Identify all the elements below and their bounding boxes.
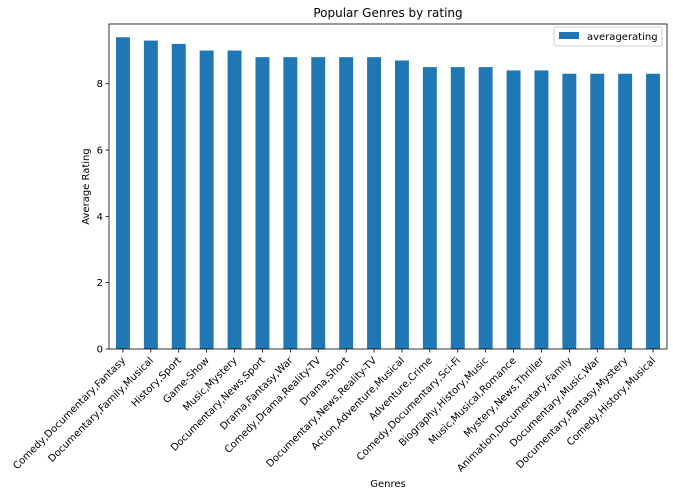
bar <box>143 40 158 349</box>
x-axis-label: Genres <box>370 479 406 490</box>
chart-title: Popular Genres by rating <box>313 6 462 20</box>
y-tick-label: 2 <box>97 278 103 289</box>
legend-label: averagerating <box>587 32 658 43</box>
y-tick-label: 8 <box>97 79 103 90</box>
bar <box>115 37 130 349</box>
legend: averagerating <box>553 26 663 47</box>
plot-frame <box>108 23 668 350</box>
bar <box>618 73 633 349</box>
bar <box>199 50 214 350</box>
x-tick-label: Comedy,Documentary,Sci-Fi <box>355 355 463 463</box>
bar <box>590 73 605 349</box>
bar <box>339 57 354 349</box>
y-tick-label: 4 <box>97 212 103 223</box>
bar <box>534 70 549 349</box>
bar <box>394 60 409 350</box>
bar <box>367 57 382 349</box>
bar <box>227 50 242 350</box>
bars-group <box>115 37 661 350</box>
x-axis: Comedy,Documentary,FantasyDocumentary,Fa… <box>11 349 658 474</box>
bar <box>450 67 465 349</box>
bar <box>255 57 270 349</box>
legend-swatch <box>559 32 579 39</box>
bar <box>562 73 577 349</box>
y-axis-label: Average Rating <box>81 148 92 224</box>
x-tick-label: Drama,Short <box>298 355 351 408</box>
bar <box>646 73 661 349</box>
bar <box>422 67 437 349</box>
bar <box>506 70 521 349</box>
bar <box>311 57 326 349</box>
legend-box <box>553 26 663 47</box>
bar <box>478 67 493 349</box>
x-tick-label: Documentary,Family,Musical <box>46 355 156 465</box>
bar <box>283 57 298 349</box>
y-tick-label: 6 <box>97 146 103 157</box>
y-tick-label: 0 <box>97 345 103 356</box>
x-tick-label: Comedy,Documentary,Fantasy <box>11 355 128 472</box>
y-axis: 0 2 4 6 8 <box>97 79 109 356</box>
bar <box>171 43 186 350</box>
